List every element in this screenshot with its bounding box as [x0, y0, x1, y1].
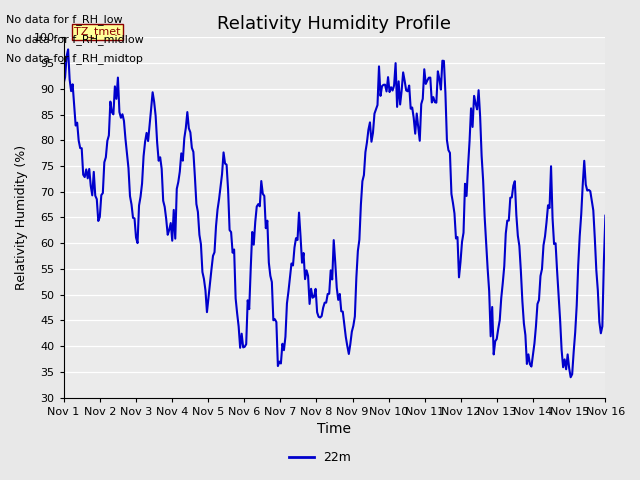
- X-axis label: Time: Time: [317, 422, 351, 436]
- Text: No data for f_RH_low: No data for f_RH_low: [6, 14, 123, 25]
- Legend: 22m: 22m: [284, 446, 356, 469]
- Y-axis label: Relativity Humidity (%): Relativity Humidity (%): [15, 145, 28, 290]
- Title: Relativity Humidity Profile: Relativity Humidity Profile: [218, 15, 451, 33]
- Text: No data for f_RH_midtop: No data for f_RH_midtop: [6, 53, 143, 64]
- Text: TZ_tmet: TZ_tmet: [74, 26, 121, 37]
- Text: No data for f_RH_midlow: No data for f_RH_midlow: [6, 34, 144, 45]
